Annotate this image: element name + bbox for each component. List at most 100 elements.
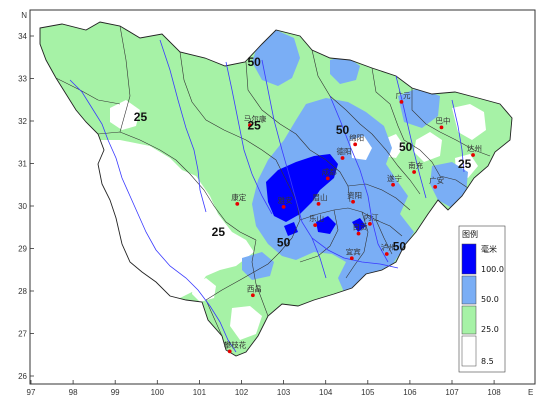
x-tick-label: 107 [445,388,459,397]
x-tick-label: 106 [403,388,417,397]
city-dot [384,252,389,256]
x-tick-label: 101 [193,388,207,397]
contour-labels: 50 25 25 50 50 25 25 50 50 [134,55,472,254]
contour-label: 25 [134,110,148,124]
rain-zone-50-100 [330,56,360,84]
contour-label: 50 [399,140,413,154]
city-dot [248,123,252,128]
city-dot [340,156,345,160]
x-tick-label: 104 [319,388,333,397]
city-label: 南充 [408,160,423,170]
city-dot [325,176,330,181]
y-tick-label: 29 [18,245,27,254]
rain-zone-50-100 [430,162,468,208]
city-dot [433,184,438,189]
city-label: 达州 [467,143,482,153]
x-tick-label: 102 [235,388,249,397]
rivers [69,39,465,353]
rain-zone-below-25 [414,132,442,162]
city-dot [281,204,286,209]
contour-label: 50 [247,55,261,69]
city-label: 眉山 [313,192,328,202]
city-dot [313,223,318,228]
y-tick-label: 33 [18,75,27,84]
contour-label: 25 [212,225,226,239]
legend-value: 8.5 [481,357,494,366]
x-axis: 97 98 99 100 101 102 103 104 105 106 107 108 E [27,380,533,397]
city-label: 德阳 [337,146,352,156]
city-dot [235,201,240,206]
contour-label: 25 [458,157,472,171]
city-label: 宜宾 [346,246,361,256]
province-boundary [39,21,513,357]
city-dot [316,201,321,206]
legend-swatch [461,275,477,305]
city-dot [349,256,354,261]
city-dot [391,182,395,187]
city-label: 自贡 [353,222,368,232]
y-tick-label: 32 [18,117,27,126]
city-dot [356,231,361,236]
rain-zone-below-25 [350,136,372,160]
y-axis-unit: N [21,11,27,20]
x-tick-label: 97 [27,388,36,397]
x-axis-unit: E [528,388,533,397]
x-tick-label: 100 [151,388,165,397]
contour-label: 50 [393,240,407,254]
x-tick-label: 108 [487,388,501,397]
x-tick-label: 99 [111,388,120,397]
rain-zone-below-25 [452,104,486,140]
city-dot [368,221,372,226]
rain-zone-50-100 [398,88,440,128]
rain-zone-50-100 [252,98,414,300]
legend-swatch [461,243,477,275]
x-tick-label: 98 [69,388,78,397]
x-tick-label: 103 [277,388,291,397]
city-label: 巴中 [435,115,450,125]
rain-zone-below-25 [230,306,262,340]
y-tick-label: 28 [18,287,27,296]
contour-label: 25 [247,119,261,133]
city-label: 泸州 [381,242,396,252]
y-tick-label: 31 [18,160,27,169]
contour-label: 50 [277,235,291,249]
city-label: 康定 [231,192,246,202]
rain-zone-100-plus [352,218,366,232]
legend: 图例 毫米 100.0 50.0 25.0 8.5 [458,225,506,373]
city-label: 乐山 [309,213,324,223]
city-label: 雅安 [278,195,293,205]
x-tick-label: 105 [361,388,375,397]
city-label: 马尔康 [244,113,267,123]
legend-value: 50.0 [481,295,499,304]
legend-unit: 毫米 [481,244,497,254]
city-label: 遂宁 [387,173,402,183]
city-label: 西昌 [247,284,262,293]
city-label: 成都 [322,166,337,176]
city-dot [439,125,444,130]
city-label: 资阳 [347,190,362,200]
city-dot [353,142,358,147]
y-tick-label: 27 [18,330,27,339]
city-dot [471,153,475,157]
city-dot [412,170,417,174]
y-tick-label: 26 [18,372,27,381]
y-tick-label: 30 [18,202,27,211]
city-dot [399,99,404,104]
city-dot [351,199,355,204]
rain-zone-100-plus [316,216,336,234]
rain-zone-below-25 [192,278,216,302]
prefecture-boundaries [55,25,491,337]
city-label: 攀枝花 [224,339,247,349]
legend-swatch [461,335,477,367]
y-axis: 34 33 32 31 30 29 28 27 26 N [18,11,34,381]
rain-zone-50-100 [242,252,274,280]
legend-title: 图例 [462,229,478,239]
city-label: 绵阳 [349,132,364,142]
city-label: 广安 [429,175,444,185]
contour-label: 50 [336,123,350,137]
city-label: 广元 [395,90,410,100]
rain-zone-below-25 [98,140,254,298]
